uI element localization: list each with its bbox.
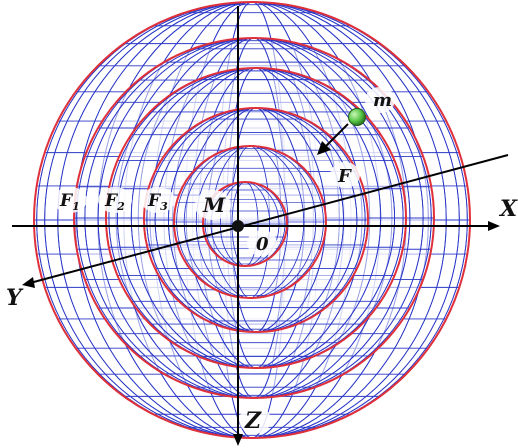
z-axis-arrowhead [233, 434, 243, 446]
origin-label: 0 [256, 234, 269, 255]
force-label: F [337, 166, 352, 187]
test-mass-label: m [373, 90, 392, 111]
test-mass-sphere-icon [348, 108, 366, 126]
x-axis-label: X [498, 196, 518, 222]
field-2-label: F2 [104, 191, 125, 213]
central-mass-label: M [202, 193, 226, 217]
y-axis-arrowhead [22, 277, 35, 288]
label-halos [53, 87, 395, 434]
sphere-shells [33, 1, 471, 439]
field-3-label: F3 [147, 191, 168, 213]
center-dot-icon [232, 220, 244, 232]
tilted-axis-line [29, 154, 509, 284]
y-axis-label: Y [6, 285, 24, 311]
field-1-label: F1 [59, 191, 80, 213]
x-axis-arrowhead [488, 221, 500, 231]
z-axis-label: Z [244, 408, 262, 434]
force-arrow [317, 123, 349, 155]
